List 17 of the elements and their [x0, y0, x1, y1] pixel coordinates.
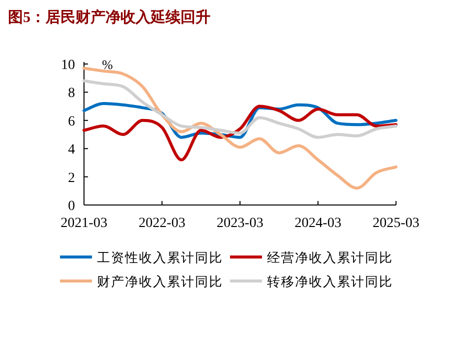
y-axis-title: %: [102, 57, 113, 72]
x-tick-label: 2022-03: [138, 216, 186, 231]
y-tick-label: 6: [68, 114, 75, 130]
legend-label: 工资性收入累计同比: [97, 250, 223, 265]
y-tick-label: 4: [68, 142, 75, 158]
title: 图5：居民财产净收入延续回升: [8, 10, 210, 26]
legend-label: 转移净收入累计同比: [267, 274, 393, 289]
y-tick-label: 10: [61, 58, 75, 73]
y-tick-label: 2: [68, 170, 75, 186]
legend-label: 财产净收入累计同比: [97, 274, 223, 289]
x-tick-label: 2021-03: [60, 216, 108, 231]
legend-label: 经营净收入累计同比: [267, 250, 393, 265]
x-tick-label: 2024-03: [294, 216, 342, 231]
x-tick-label: 2025-03: [372, 216, 420, 231]
y-tick-label: 8: [68, 86, 75, 102]
x-tick-label: 2023-03: [216, 216, 264, 231]
y-tick-label: 0: [68, 199, 75, 214]
